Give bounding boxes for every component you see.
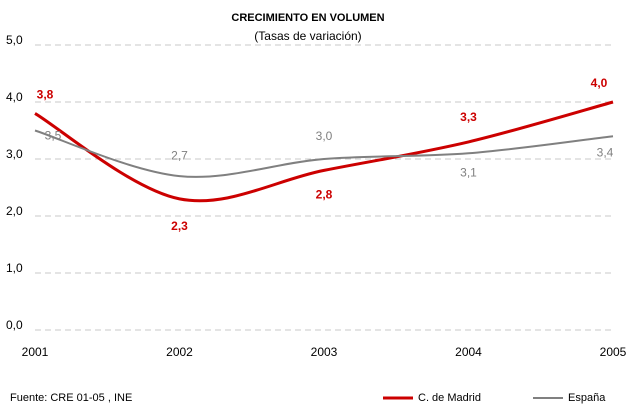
data-label: 2,8	[316, 188, 333, 202]
y-tick-label: 1,0	[6, 261, 23, 275]
legend-label: C. de Madrid	[418, 392, 481, 404]
series-line	[34, 100, 614, 203]
series-line	[34, 129, 614, 178]
y-tick-label: 4,0	[6, 90, 23, 104]
data-label: 3,0	[316, 129, 333, 143]
data-label: 2,3	[171, 219, 188, 233]
data-label: 2,7	[171, 148, 188, 162]
y-tick-label: 2,0	[6, 204, 23, 218]
data-label: 3,3	[460, 110, 477, 124]
data-label: 3,5	[45, 129, 62, 143]
source: Fuente: CRE 01-05 , INE	[10, 392, 132, 404]
data-label: 4,0	[591, 76, 608, 90]
x-tick-label: 2002	[166, 345, 193, 359]
x-tick-label: 2003	[311, 345, 338, 359]
data-label: 3,8	[37, 88, 54, 102]
x-tick-label: 2004	[455, 345, 482, 359]
y-tick-label: 0,0	[6, 318, 23, 332]
chart-title: CRECIMIENTO EN VOLUMEN	[231, 12, 384, 24]
data-label: 3,4	[597, 145, 614, 159]
y-tick-label: 3,0	[6, 147, 23, 161]
legend-label: España	[568, 392, 606, 404]
chart-subtitle: (Tasas de variación)	[254, 29, 361, 43]
x-tick-label: 2001	[22, 345, 49, 359]
x-tick-label: 2005	[600, 345, 627, 359]
data-label: 3,1	[460, 165, 477, 179]
y-tick-label: 5,0	[6, 33, 23, 47]
